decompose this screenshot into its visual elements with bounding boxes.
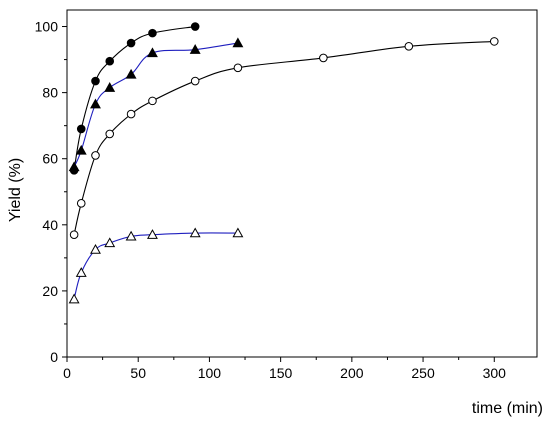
x-axis-title: time (min) (472, 400, 543, 417)
data-point (319, 53, 328, 63)
data-point (105, 129, 115, 139)
y-axis-title: Yield (%) (7, 158, 24, 222)
x-tick-label: 0 (63, 365, 71, 381)
data-point (147, 47, 158, 58)
y-tick-label: 40 (42, 217, 58, 233)
x-tick-label: 300 (483, 365, 507, 381)
data-point (90, 243, 101, 254)
y-tick-label: 0 (50, 349, 58, 365)
data-point (90, 98, 101, 109)
y-axis: 0 20 40 60 80 100 (35, 19, 67, 365)
data-point (126, 38, 136, 48)
data-point (125, 230, 137, 241)
data-point (75, 144, 87, 155)
x-tick-label: 50 (130, 365, 146, 381)
series-3 (69, 37, 499, 240)
series-4 (68, 227, 244, 304)
x-tick-label: 200 (340, 365, 364, 381)
data-point (190, 22, 200, 31)
series-line (73, 232, 238, 300)
plot-frame (66, 9, 538, 358)
data-point (126, 109, 136, 119)
y-tick-label: 20 (42, 283, 58, 299)
data-point (104, 237, 116, 248)
plot-area (66, 9, 538, 358)
series-layer (68, 22, 499, 304)
data-point (76, 199, 86, 208)
x-tick-label: 250 (411, 365, 435, 381)
series-1 (69, 22, 200, 175)
data-point (105, 56, 115, 66)
data-point (189, 227, 201, 238)
y-tick-label: 100 (35, 19, 59, 35)
y-tick-label: 60 (42, 151, 58, 167)
data-point (68, 293, 80, 304)
data-point (68, 161, 80, 172)
data-point (91, 76, 100, 86)
data-point (190, 76, 200, 86)
data-point (69, 230, 79, 240)
data-point (232, 37, 244, 48)
series-line (73, 40, 495, 235)
series-2 (68, 37, 244, 172)
data-point (76, 124, 86, 134)
y-tick-label: 80 (42, 85, 58, 101)
data-point (75, 267, 87, 277)
data-point (148, 96, 157, 106)
x-tick-label: 100 (198, 365, 222, 381)
data-point (104, 82, 116, 92)
data-point (148, 28, 157, 38)
data-point (147, 229, 158, 239)
data-point (189, 44, 201, 54)
series-line (73, 25, 196, 171)
data-point (232, 227, 244, 238)
x-axis: 0 50 100 150 200 250 300 (63, 357, 506, 381)
data-point (233, 63, 243, 73)
data-point (125, 68, 137, 79)
data-point (91, 151, 100, 160)
data-point (489, 37, 499, 46)
x-tick-label: 150 (269, 365, 293, 381)
data-point (404, 42, 414, 51)
